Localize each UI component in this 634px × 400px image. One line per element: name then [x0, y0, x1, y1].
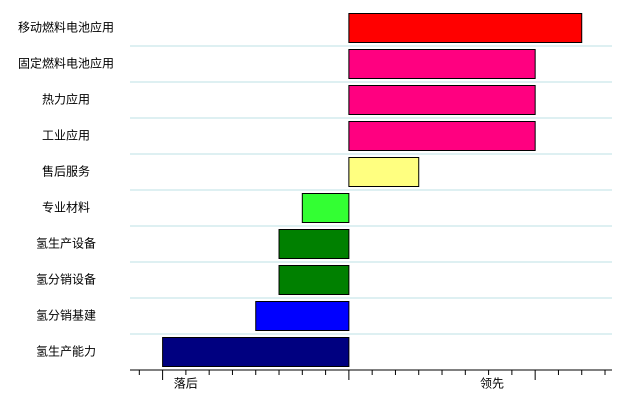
- category-label: 工业应用: [42, 128, 90, 143]
- bar: [162, 337, 350, 367]
- bar: [348, 49, 536, 79]
- bar: [278, 229, 350, 259]
- category-label: 氢生产设备: [36, 236, 96, 251]
- bar: [278, 265, 350, 295]
- x-end-label: 落后: [174, 377, 198, 391]
- category-label: 移动燃料电池应用: [18, 20, 114, 35]
- bar: [255, 301, 350, 331]
- category-label: 氢生产能力: [36, 344, 96, 359]
- category-label: 氢分销基建: [36, 308, 96, 323]
- category-label: 氢分销设备: [36, 272, 96, 287]
- category-label: 热力应用: [42, 92, 90, 107]
- bar: [348, 85, 536, 115]
- bar: [348, 121, 536, 151]
- bar: [348, 13, 583, 43]
- bar: [301, 193, 350, 223]
- category-label: 专业材料: [42, 200, 90, 215]
- category-label: 售后服务: [42, 164, 90, 179]
- category-label: 固定燃料电池应用: [18, 56, 114, 71]
- x-end-label: 领先: [480, 377, 504, 391]
- bar: [348, 157, 420, 187]
